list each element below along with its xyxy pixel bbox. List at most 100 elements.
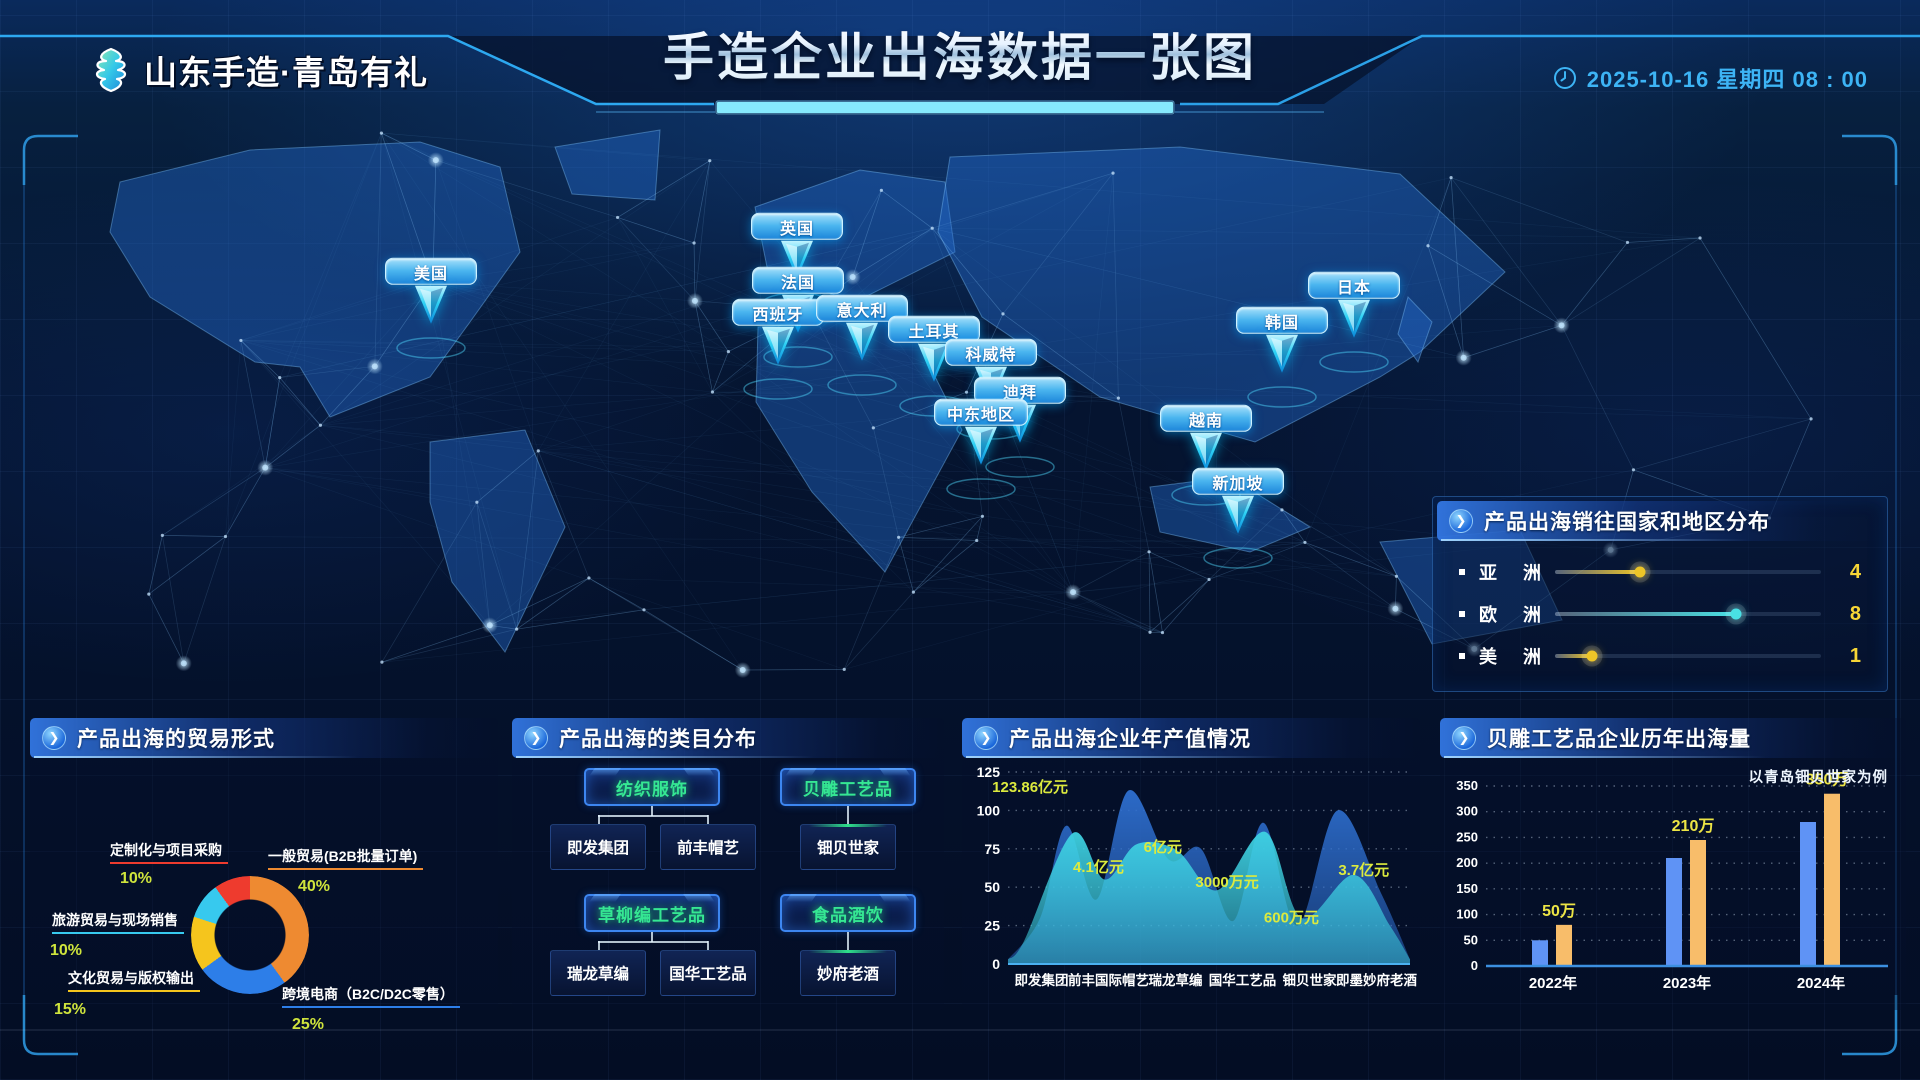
marker-pin-icon [1222,495,1254,534]
marker-pin-icon [781,240,813,279]
marker-pin-icon [1190,432,1222,471]
panel-distribution: ❯ 产品出海销往国家和地区分布 亚洲 4 欧洲 8 美洲 1 [1432,496,1888,692]
map-marker-label[interactable]: 法国 [752,266,844,294]
svg-text:200: 200 [1456,855,1478,870]
map-marker[interactable]: 韩国 [1236,306,1328,377]
map-marker-label[interactable]: 西班牙 [732,298,824,326]
map-marker[interactable]: 新加坡 [1192,467,1284,538]
slider-value: 8 [1849,602,1861,625]
panel-trade-body: 定制化与项目采购 10% 一般贸易(B2B批量订单) 40% 旅游贸易与现场销售… [30,758,498,1033]
panel-chevron-icon: ❯ [524,726,548,750]
map-marker[interactable]: 中东地区 [933,398,1029,469]
pie-label: 旅游贸易与现场销售 [52,910,184,934]
map-marker[interactable]: 美国 [385,257,477,328]
map-marker-label[interactable]: 美国 [385,257,477,285]
panel-distribution-title: 产品出海销往国家和地区分布 [1484,511,1770,534]
svg-text:210万: 210万 [1672,818,1715,835]
clock-icon [1553,67,1576,89]
svg-text:600万元: 600万元 [1264,910,1319,927]
svg-text:50: 50 [984,879,1000,895]
datetime: 2025-10-16 星期四 08 : 00 [1553,62,1868,94]
map-marker-label[interactable]: 土耳其 [888,315,980,343]
slider-handle[interactable] [1730,608,1742,620]
category-company[interactable]: 瑞龙草编 [550,950,646,996]
yearly-exports-bar-chart: 0 50 100 150 200 250 300 350 50万 2022年 210万 2023年 35… [1456,772,1888,992]
panel-yearly-exports: ❯ 贝雕工艺品企业历年出海量 以青岛钿贝世家为例 0 50 100 150 200 250… [1440,718,1906,1010]
pie-percent: 10% [50,942,83,959]
svg-text:2024年: 2024年 [1797,974,1845,992]
slider-track[interactable] [1555,566,1821,578]
svg-text:123.86亿元: 123.86亿元 [992,778,1068,796]
output-value-area-chart: 0 25 50 75 100 125 即发集团 前丰国际帽艺 瑞龙草编 国华工艺品 钿贝世家 即墨妙府… [977,764,1418,988]
category-company[interactable]: 国华工艺品 [660,950,756,996]
category-badge[interactable]: 食品酒饮 [780,894,916,932]
panel-distribution-body: 亚洲 4 欧洲 8 美洲 1 [1433,545,1887,691]
map-marker[interactable]: 越南 [1160,404,1252,475]
pie-label: 跨境电商（B2C/D2C零售） [282,984,460,1008]
marker-pin-icon [846,322,878,361]
category-badge[interactable]: 贝雕工艺品 [780,768,916,806]
svg-text:350万: 350万 [1806,772,1849,789]
svg-text:3000万元: 3000万元 [1195,874,1258,891]
map-marker-label[interactable]: 中东地区 [933,398,1029,426]
panel-output-body: 0 25 50 75 100 125 即发集团 前丰国际帽艺 瑞龙草编 国华工艺品 钿贝世家 即墨妙府… [962,758,1420,1010]
slider-row-europe: 欧洲 8 [1459,603,1861,625]
panel-output-title: 产品出海企业年产值情况 [1009,728,1251,751]
slider-track[interactable] [1555,608,1821,620]
marker-pin-icon [964,426,997,465]
map-marker[interactable]: 日本 [1308,271,1400,342]
pie-label: 文化贸易与版权输出 [68,968,200,992]
panel-categories: ❯ 产品出海的类目分布 纺织服饰 即发集团 前丰帽艺 贝雕工艺品 钿贝世家 草柳… [512,718,944,1010]
category-badge[interactable]: 纺织服饰 [584,768,720,806]
slider-label: 欧洲 [1479,605,1541,625]
svg-text:2022年: 2022年 [1529,974,1577,992]
map-marker-label[interactable]: 英国 [751,212,843,240]
panel-categories-body: 纺织服饰 即发集团 前丰帽艺 贝雕工艺品 钿贝世家 草柳编工艺品 瑞龙草编 国华… [512,758,944,1010]
svg-text:125: 125 [977,764,1001,780]
category-company[interactable]: 即发集团 [550,824,646,870]
slider-track[interactable] [1555,650,1821,662]
svg-text:3.7亿元: 3.7亿元 [1338,861,1389,879]
slider-row-asia: 亚洲 4 [1459,561,1861,583]
map-marker-label[interactable]: 日本 [1308,271,1400,299]
category-company[interactable]: 妙府老酒 [800,950,896,996]
panel-trade-header: ❯ 产品出海的贸易形式 [30,718,498,758]
map-marker-label[interactable]: 科威特 [945,338,1037,366]
slider-handle[interactable] [1634,566,1646,578]
slider-value: 4 [1849,560,1861,583]
map-marker-label[interactable]: 新加坡 [1192,467,1284,495]
pie-label: 一般贸易(B2B批量订单) [268,846,424,870]
slider-handle[interactable] [1586,650,1598,662]
map-marker-label[interactable]: 韩国 [1236,306,1328,334]
svg-text:瑞龙草编: 瑞龙草编 [1149,972,1203,988]
slider-value: 1 [1849,644,1861,667]
category-badge[interactable]: 草柳编工艺品 [584,894,720,932]
trade-donut-chart [191,876,309,994]
category-company[interactable]: 前丰帽艺 [660,824,756,870]
map-marker[interactable]: 英国 [751,212,843,283]
slider-label: 美洲 [1479,647,1541,667]
svg-text:0: 0 [1471,958,1478,973]
panel-exports-body: 以青岛钿贝世家为例 0 50 100 150 200 250 300 350 50万 2022年 2… [1440,758,1906,1010]
map-marker[interactable]: 土耳其 [888,315,980,386]
svg-text:0: 0 [992,956,1000,972]
pie-percent: 10% [120,870,153,887]
panel-categories-header: ❯ 产品出海的类目分布 [512,718,944,758]
panel-distribution-header: ❯ 产品出海销往国家和地区分布 [1437,501,1883,541]
map-marker-label[interactable]: 越南 [1160,404,1252,432]
panel-exports-title: 贝雕工艺品企业历年出海量 [1487,728,1751,751]
panel-exports-header: ❯ 贝雕工艺品企业历年出海量 [1440,718,1906,758]
svg-text:100: 100 [977,802,1001,818]
map-marker[interactable]: 西班牙 [732,298,824,369]
svg-text:300: 300 [1456,804,1478,819]
svg-text:6亿元: 6亿元 [1144,838,1182,856]
svg-text:50: 50 [1464,932,1478,947]
panel-output-header: ❯ 产品出海企业年产值情况 [962,718,1420,758]
svg-text:350: 350 [1456,778,1478,793]
slider-row-america: 美洲 1 [1459,645,1861,667]
bullet-icon [1459,569,1465,575]
svg-text:国华工艺品: 国华工艺品 [1209,972,1277,988]
category-company[interactable]: 钿贝世家 [800,824,896,870]
